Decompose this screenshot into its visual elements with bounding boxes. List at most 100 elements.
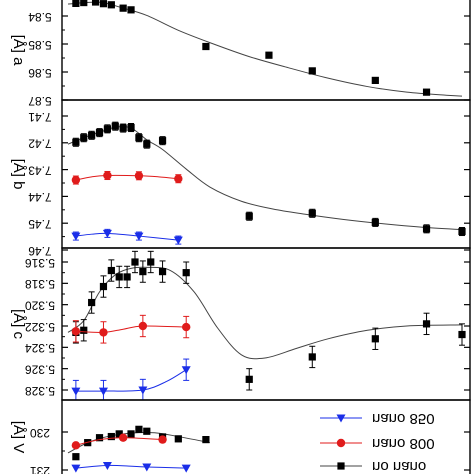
panel-V-frame [61,399,471,474]
data-point-no-nano [135,134,143,142]
data-point-no-nano [95,434,104,442]
data-point-no-nano [88,298,96,307]
fit-line-no-nano [67,1,463,97]
data-point-nano-800 [182,322,191,332]
data-point-no-nano [72,138,80,146]
data-point-nano-850 [71,464,81,473]
y-axis-label: [Å] c [10,309,27,340]
legend-marker [336,438,346,448]
data-point-nano-800 [71,327,81,336]
fit-line-no-nano [67,266,463,360]
data-point-nano-800 [134,171,144,180]
data-point-nano-800 [158,435,167,444]
data-point-no-nano [111,122,119,130]
y-tick-label: 5.87 [28,94,52,108]
data-point-no-nano [308,353,316,361]
data-point-no-nano [119,4,127,12]
data-point-no-nano [371,335,379,343]
data-point-no-nano [127,123,135,132]
y-tick-label: 7.41 [28,110,52,124]
y-tick-label: 5.328 [25,384,55,398]
legend: nano 850 nano 800 no nano [320,410,435,474]
data-point-nano-850 [71,387,81,396]
data-point-no-nano [80,134,88,142]
fit-line-nano-800 [75,437,163,446]
fit-line-nano-850 [75,232,179,241]
data-point-nano-800 [103,171,112,180]
y-tick-label: 7.45 [28,217,52,231]
data-point-nano-850 [102,461,112,470]
y-tick-label: 7.44 [28,190,52,204]
data-point-no-nano [119,124,127,132]
legend-marker [336,414,346,423]
data-point-nano-800 [99,328,108,337]
data-point-no-nano [422,88,431,96]
data-point-no-nano [107,432,115,441]
data-point-no-nano [143,140,151,148]
data-point-no-nano [174,435,182,443]
fit-line-nano-850 [75,464,187,469]
data-point-no-nano [158,137,167,145]
panel-c: 5.316 5.318 5.320 5.322 5.324 5.326 5.328 [Å] c [10,247,471,401]
data-point-nano-850 [98,387,108,396]
panel-V: 230 231[Å] V [10,399,471,474]
data-point-no-nano [95,129,104,137]
data-point-no-nano [245,375,253,383]
y-axis-label: [Å] b [10,159,27,190]
data-point-no-nano [127,430,135,438]
y-tick-label: 7.46 [28,244,52,258]
data-point-nano-850 [134,232,144,241]
legend-label: nano 850 [372,410,435,427]
data-point-no-nano [107,1,115,9]
y-tick-label: 5.320 [25,298,55,312]
y-tick-label: 5.324 [25,341,55,355]
data-point-no-nano [308,67,316,75]
data-point-nano-850 [173,236,183,245]
data-point-no-nano [143,427,151,435]
y-tick-label: 5.84 [28,10,52,24]
data-point-no-nano [182,269,190,277]
data-point-no-nano [371,76,379,84]
data-point-no-nano [458,227,466,236]
data-point-no-nano [123,273,131,281]
data-point-no-nano [80,0,88,7]
y-axis-label: [Å] V [10,421,27,454]
data-point-nano-800 [118,433,128,442]
data-point-nano-850 [181,464,191,473]
data-point-nano-850 [102,229,112,238]
data-point-nano-850 [138,386,148,395]
data-point-nano-800 [174,174,183,183]
panel-a: 5.84 5.85 5.86 5.87 [Å] a [10,0,471,108]
y-tick-label: 5.326 [25,362,55,376]
data-point-no-nano [458,330,466,339]
data-point-no-nano [127,6,135,14]
panel-b: 7.41 7.42 7.43 7.44 7.45 7.46 [Å] b [10,99,471,258]
data-point-no-nano [80,326,88,334]
data-point-no-nano [202,42,210,51]
data-point-nano-800 [138,321,148,331]
data-point-no-nano [88,131,96,139]
y-tick-label: 5.318 [25,277,55,291]
fit-line-nano-800 [75,325,187,333]
y-tick-label: 5.85 [28,38,52,52]
legend-marker [337,462,345,470]
y-tick-label: 7.42 [28,137,52,151]
fit-line-nano-850 [75,369,187,392]
data-point-no-nano [91,0,100,6]
data-point-nano-850 [71,232,81,241]
legend-label: no nano [372,458,426,474]
data-point-no-nano [131,258,139,266]
data-point-no-nano [158,268,167,276]
data-point-no-nano [422,320,431,328]
data-point-no-nano [147,258,155,266]
fit-line-no-nano [67,126,463,231]
y-tick-label: 230 [30,426,50,440]
data-point-no-nano [99,0,108,8]
data-point-no-nano [202,436,210,444]
data-point-nano-850 [181,366,191,375]
data-point-no-nano [422,225,431,233]
data-point-no-nano [245,212,253,220]
data-point-nano-800 [71,441,81,450]
data-point-no-nano [72,0,80,7]
